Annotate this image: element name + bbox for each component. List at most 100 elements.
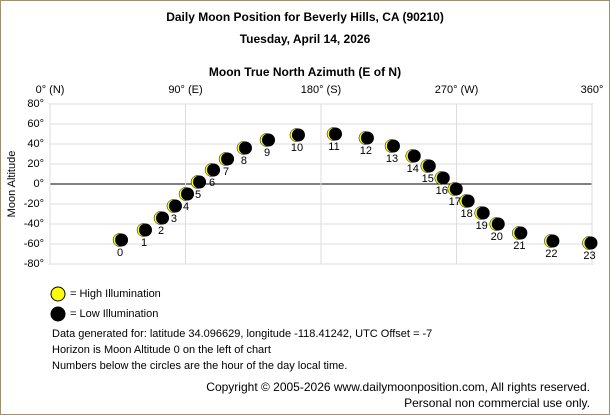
moon-point (420, 159, 436, 173)
moon-disc (291, 128, 305, 142)
moon-disc (386, 139, 400, 153)
hour-label: 14 (407, 163, 419, 175)
hour-label: 23 (583, 250, 595, 262)
hour-label: 4 (183, 201, 189, 213)
hour-label: 5 (195, 189, 201, 201)
moon-point (582, 236, 598, 250)
chart-subtitle: Tuesday, April 14, 2026 (240, 32, 371, 46)
moon-point (112, 233, 129, 247)
y-tick-label: 80° (27, 98, 44, 110)
moon-point (326, 127, 343, 141)
hour-label: 6 (209, 177, 215, 189)
moon-disc (360, 131, 374, 145)
moon-disc (476, 206, 490, 220)
moon-disc (221, 152, 235, 166)
x-tick-label: 360° (581, 84, 604, 96)
hour-label: 8 (241, 155, 247, 167)
hour-label: 3 (171, 213, 177, 225)
copyright: Copyright © 2005-2026 www.dailymoonposit… (206, 380, 590, 394)
x-tick-label: 90° (E) (168, 84, 202, 96)
x-tick-label: 0° (N) (36, 84, 65, 96)
moon-disc (181, 187, 195, 201)
moon-disc (514, 226, 528, 240)
hour-label: 12 (360, 145, 372, 157)
moon-point (178, 187, 195, 201)
moon-disc (168, 199, 182, 213)
hour-label: 11 (328, 141, 339, 153)
hour-label: 7 (223, 166, 229, 178)
chart-title: Daily Moon Position for Beverly Hills, C… (166, 10, 444, 24)
moon-point (447, 182, 463, 196)
hour-label: 15 (422, 173, 434, 185)
hour-label: 18 (461, 208, 473, 220)
moon-disc (139, 223, 153, 237)
moon-point (384, 139, 400, 153)
moon-disc (156, 211, 170, 225)
moon-point (289, 128, 305, 142)
moon-point (434, 171, 450, 185)
y-axis-title: Moon Altitude (6, 151, 18, 218)
moon-point (218, 152, 235, 166)
moon-disc (461, 194, 475, 208)
moon-disc (193, 175, 207, 189)
hour-label: 10 (291, 142, 303, 154)
moon-point (358, 131, 374, 145)
moon-disc (584, 236, 598, 250)
y-tick-label: -20° (24, 198, 44, 210)
hour-label: 13 (386, 153, 398, 165)
moon-point (474, 206, 490, 220)
note: Data generated for: latitude 34.096629, … (52, 328, 432, 340)
legend-label: = High Illumination (70, 288, 161, 300)
moon-point (236, 141, 252, 155)
moon-disc (422, 159, 436, 173)
moon-point (204, 163, 221, 177)
y-tick-label: 40° (27, 138, 44, 150)
moon-disc (329, 127, 343, 141)
hour-label: 0 (117, 247, 123, 259)
moon-disc (491, 217, 505, 231)
moon-point (405, 149, 421, 163)
moon-disc (449, 182, 463, 196)
y-tick-label: -80° (24, 258, 44, 270)
hour-label: 22 (545, 248, 557, 260)
moon-point (544, 234, 560, 248)
y-tick-label: 60° (27, 118, 44, 130)
copyright: Personal non commercial use only. (404, 396, 590, 410)
x-axis-title: Moon True North Azimuth (E of N) (209, 65, 401, 79)
legend-label: = Low Illumination (70, 308, 158, 320)
moon-point (136, 223, 153, 237)
moon-disc (238, 141, 252, 155)
moon-point (489, 217, 505, 231)
moon-point (459, 194, 475, 208)
note: Numbers below the circles are the hour o… (52, 360, 347, 372)
y-tick-label: 20° (27, 158, 44, 170)
moon-disc (207, 163, 221, 177)
x-tick-label: 270° (W) (435, 84, 479, 96)
moon-disc (262, 133, 276, 147)
moon-disc (407, 149, 421, 163)
hour-label: 16 (436, 185, 448, 197)
hour-label: 9 (264, 147, 270, 159)
hour-label: 21 (513, 240, 525, 252)
hour-label: 1 (141, 237, 147, 249)
x-tick-label: 180° (S) (301, 84, 341, 96)
legend-swatch (50, 306, 66, 322)
moon-point (166, 199, 182, 213)
hour-label: 19 (476, 220, 488, 232)
moon-disc (546, 234, 560, 248)
note: Horizon is Moon Altitude 0 on the left o… (52, 344, 271, 356)
hour-label: 17 (449, 196, 461, 208)
moon-disc (436, 171, 450, 185)
hour-label: 2 (158, 225, 164, 237)
hour-label: 20 (491, 231, 503, 243)
moon-point (153, 211, 170, 225)
moon-point (190, 175, 207, 189)
moon-point (259, 133, 276, 147)
moon-disc (115, 233, 129, 247)
y-tick-label: -40° (24, 218, 44, 230)
moon-point (512, 226, 528, 240)
legend-swatch (50, 286, 66, 302)
y-tick-label: 0° (33, 178, 44, 190)
y-tick-label: -60° (24, 238, 44, 250)
